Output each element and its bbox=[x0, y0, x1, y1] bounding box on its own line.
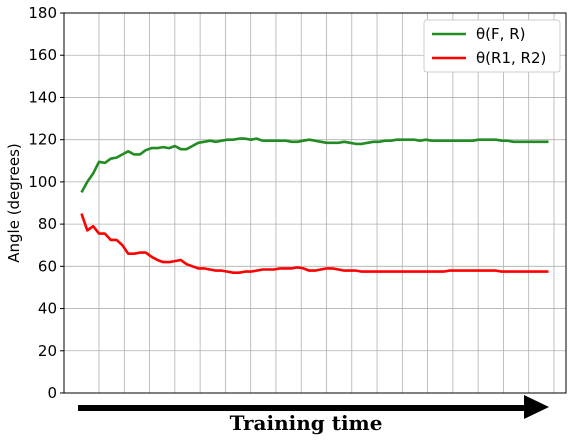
legend-label-2: θ(R1, R2) bbox=[476, 49, 546, 67]
series-line-2 bbox=[80, 213, 549, 274]
series-lines bbox=[80, 137, 549, 274]
y-tick-label: 80 bbox=[38, 215, 57, 233]
legend-label-1: θ(F, R) bbox=[476, 25, 525, 43]
y-tick-label: 0 bbox=[47, 384, 57, 402]
y-tick-label: 160 bbox=[28, 46, 57, 64]
y-tick-label: 180 bbox=[28, 4, 57, 22]
y-tick-label: 60 bbox=[38, 257, 57, 275]
training-time-label: Training time bbox=[230, 411, 383, 435]
y-tick-label: 40 bbox=[38, 300, 57, 318]
series-line-1 bbox=[80, 137, 549, 194]
y-tick-label: 140 bbox=[28, 88, 57, 106]
y-tick-label: 120 bbox=[28, 131, 57, 149]
y-axis-label: Angle (degrees) bbox=[5, 143, 23, 263]
plot-frame bbox=[63, 12, 567, 394]
y-axis-ticks: 0 20 40 60 80 100 120 140 160 180 bbox=[28, 4, 64, 402]
y-tick-label: 20 bbox=[38, 342, 57, 360]
legend: θ(F, R) θ(R1, R2) bbox=[423, 19, 561, 73]
y-tick-label: 100 bbox=[28, 173, 57, 191]
training-time-arrow bbox=[78, 395, 549, 419]
